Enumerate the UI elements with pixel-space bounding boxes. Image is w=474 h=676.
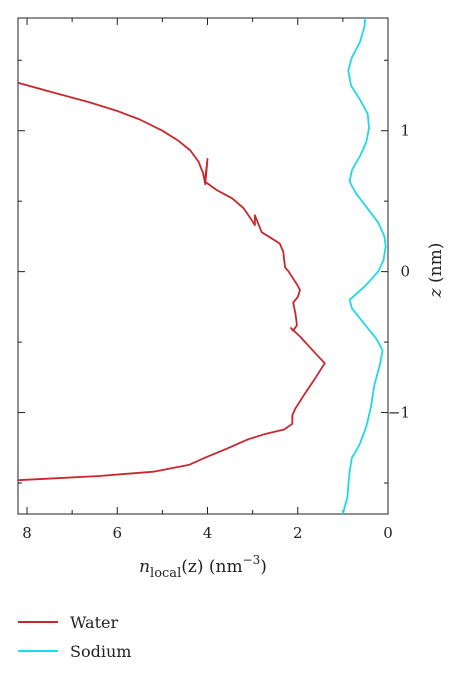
- x-tick-label: 2: [293, 524, 303, 542]
- x-tick-label: 6: [112, 524, 122, 542]
- y-axis-title: z (nm): [426, 243, 446, 299]
- x-axis-title-sup: −3: [243, 553, 261, 567]
- x-tick-label: 4: [203, 524, 213, 542]
- tick-group: [18, 18, 389, 514]
- plot-frame-group: [17, 17, 389, 515]
- x-tick-label: 8: [22, 524, 32, 542]
- series-group: [18, 18, 387, 514]
- series-line-sodium: [342, 18, 387, 514]
- x-axis-title-close: ): [260, 557, 267, 577]
- plot-frame: [17, 17, 389, 515]
- x-axis-title-arg: (z) (nm: [181, 557, 242, 577]
- legend-label-sodium: Sodium: [70, 642, 131, 661]
- legend: Water Sodium: [18, 613, 131, 661]
- x-axis-title-main: n: [139, 557, 150, 577]
- y-axis-title-unit: (nm): [426, 243, 446, 289]
- x-tick-label: 0: [383, 524, 393, 542]
- legend-label-water: Water: [70, 613, 118, 632]
- y-tick-label: 0: [400, 263, 410, 281]
- y-axis-title-var: z: [426, 287, 446, 298]
- y-tick-label: −1: [388, 404, 410, 422]
- x-axis-title-sub: local: [150, 566, 181, 581]
- label-group: 8 6 4 2 0 1 0 −1: [22, 122, 410, 542]
- y-tick-label: 1: [400, 122, 410, 140]
- series-line-water: [18, 81, 326, 482]
- x-axis-title: nlocal(z) (nm−3): [139, 553, 267, 581]
